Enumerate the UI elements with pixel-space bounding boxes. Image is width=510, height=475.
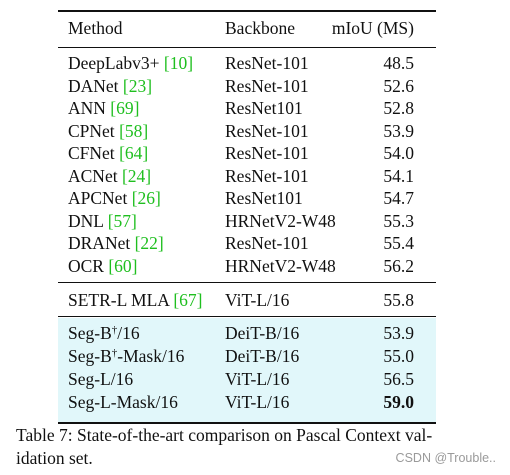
backbone-cell: HRNetV2-W48 xyxy=(225,255,336,276)
method-name: OCR xyxy=(68,255,109,276)
backbone-cell: ResNet101 xyxy=(225,188,303,208)
backbone-cell: DeiT-B/16 xyxy=(225,346,300,366)
miou-cell: 56.5 xyxy=(383,369,414,389)
group-rule xyxy=(58,316,436,317)
miou-cell-best: 59.0 xyxy=(383,392,414,412)
backbone-cell: ResNet-101 xyxy=(225,75,309,96)
citation-link[interactable]: [57] xyxy=(107,210,137,231)
citation-link[interactable]: [22] xyxy=(134,233,164,253)
miou-cell: 53.9 xyxy=(383,120,414,141)
method-name: SETR-L MLA xyxy=(68,290,174,310)
method-name: DRANet xyxy=(68,233,135,253)
citation-link[interactable]: [23] xyxy=(122,75,153,96)
table-row: ACNet [24] ResNet-101 54.1 xyxy=(58,165,436,187)
table-row: DANet [23] ResNet-101 52.6 xyxy=(58,75,436,97)
dagger-mark: † xyxy=(111,347,118,359)
table-row: DRANet [22] ResNet-101 55.4 xyxy=(58,232,436,254)
highlight-band xyxy=(58,318,436,424)
citation-link[interactable]: [67] xyxy=(173,290,203,310)
table-row: Seg-B†/16 DeiT-B/16 53.9 xyxy=(58,322,436,344)
table-row: OCR [60] HRNetV2-W48 56.2 xyxy=(58,255,436,277)
method-name: DANet xyxy=(68,75,123,96)
citation-link[interactable]: [10] xyxy=(163,53,194,73)
table-caption: Table 7: State-of-the-art comparison on … xyxy=(16,424,504,470)
miou-cell: 54.0 xyxy=(383,143,414,163)
miou-cell: 55.0 xyxy=(383,346,414,366)
backbone-cell: ViT-L/16 xyxy=(225,290,290,310)
header-method: Method xyxy=(68,18,123,38)
table-row: DeepLabv3+ [10] ResNet-101 48.5 xyxy=(58,52,436,74)
miou-cell: 55.8 xyxy=(383,290,414,310)
backbone-cell: ResNet-101 xyxy=(225,143,309,163)
backbone-cell: ViT-L/16 xyxy=(225,392,290,412)
table-row: ANN [69] ResNet101 52.8 xyxy=(58,97,436,119)
header-row: Method Backbone mIoU (MS) xyxy=(58,17,436,39)
table-row: Seg-B†-Mask/16 DeiT-B/16 55.0 xyxy=(58,345,436,367)
method-name: Seg-B†-Mask/16 xyxy=(68,346,185,366)
backbone-cell: ResNet-101 xyxy=(225,165,309,186)
backbone-cell: ResNet-101 xyxy=(225,120,309,141)
header-backbone: Backbone xyxy=(225,18,295,38)
method-name: ANN xyxy=(68,98,111,118)
header-rule xyxy=(58,47,436,48)
table-row: CFNet [64] ResNet-101 54.0 xyxy=(58,142,436,164)
caption-line: Table 7: State-of-the-art comparison on … xyxy=(16,425,433,445)
citation-link[interactable]: [24] xyxy=(121,165,152,186)
header-miou: mIoU (MS) xyxy=(331,18,414,38)
citation-link[interactable]: [69] xyxy=(110,98,140,118)
group-rule xyxy=(58,282,436,283)
miou-cell: 55.4 xyxy=(383,233,414,253)
table-row: DNL [57] HRNetV2-W48 55.3 xyxy=(58,210,436,232)
method-name: Seg-B†/16 xyxy=(68,323,140,343)
citation-link[interactable]: [58] xyxy=(119,120,149,141)
miou-cell: 56.2 xyxy=(383,255,414,276)
table-row: Seg-L/16 ViT-L/16 56.5 xyxy=(58,368,436,390)
method-name: CFNet xyxy=(68,143,120,163)
method-name: APCNet xyxy=(68,188,132,208)
citation-link[interactable]: [64] xyxy=(119,143,149,163)
method-name: DNL xyxy=(68,210,108,231)
miou-cell: 52.6 xyxy=(383,75,414,96)
backbone-cell: ResNet-101 xyxy=(225,233,309,253)
miou-cell: 48.5 xyxy=(383,53,414,73)
miou-cell: 52.8 xyxy=(383,98,414,118)
backbone-cell: DeiT-B/16 xyxy=(225,323,300,343)
table-row: SETR-L MLA [67] ViT-L/16 55.8 xyxy=(58,289,436,311)
backbone-cell: ResNet-101 xyxy=(225,53,309,73)
dagger-mark: † xyxy=(111,324,118,336)
miou-cell: 55.3 xyxy=(383,210,414,231)
caption-line: idation set. xyxy=(16,448,93,468)
method-name: Seg-L/16 xyxy=(68,369,134,389)
miou-cell: 54.1 xyxy=(383,165,414,186)
backbone-cell: ViT-L/16 xyxy=(225,369,290,389)
method-name: CPNet xyxy=(68,120,120,141)
table-row: APCNet [26] ResNet101 54.7 xyxy=(58,187,436,209)
watermark: CSDN @Trouble.. xyxy=(395,451,496,465)
bottom-rule xyxy=(58,422,436,424)
backbone-cell: HRNetV2-W48 xyxy=(225,210,336,231)
citation-link[interactable]: [26] xyxy=(131,188,161,208)
method-name: ACNet xyxy=(68,165,122,186)
citation-link[interactable]: [60] xyxy=(108,255,138,276)
miou-cell: 54.7 xyxy=(383,188,414,208)
method-name: Seg-L-Mask/16 xyxy=(68,392,178,412)
miou-cell: 53.9 xyxy=(383,323,414,343)
table-row: CPNet [58] ResNet-101 53.9 xyxy=(58,120,436,142)
table-row: Seg-L-Mask/16 ViT-L/16 59.0 xyxy=(58,391,436,413)
method-name: DeepLabv3+ xyxy=(68,53,164,73)
backbone-cell: ResNet101 xyxy=(225,98,303,118)
top-rule xyxy=(58,10,436,12)
